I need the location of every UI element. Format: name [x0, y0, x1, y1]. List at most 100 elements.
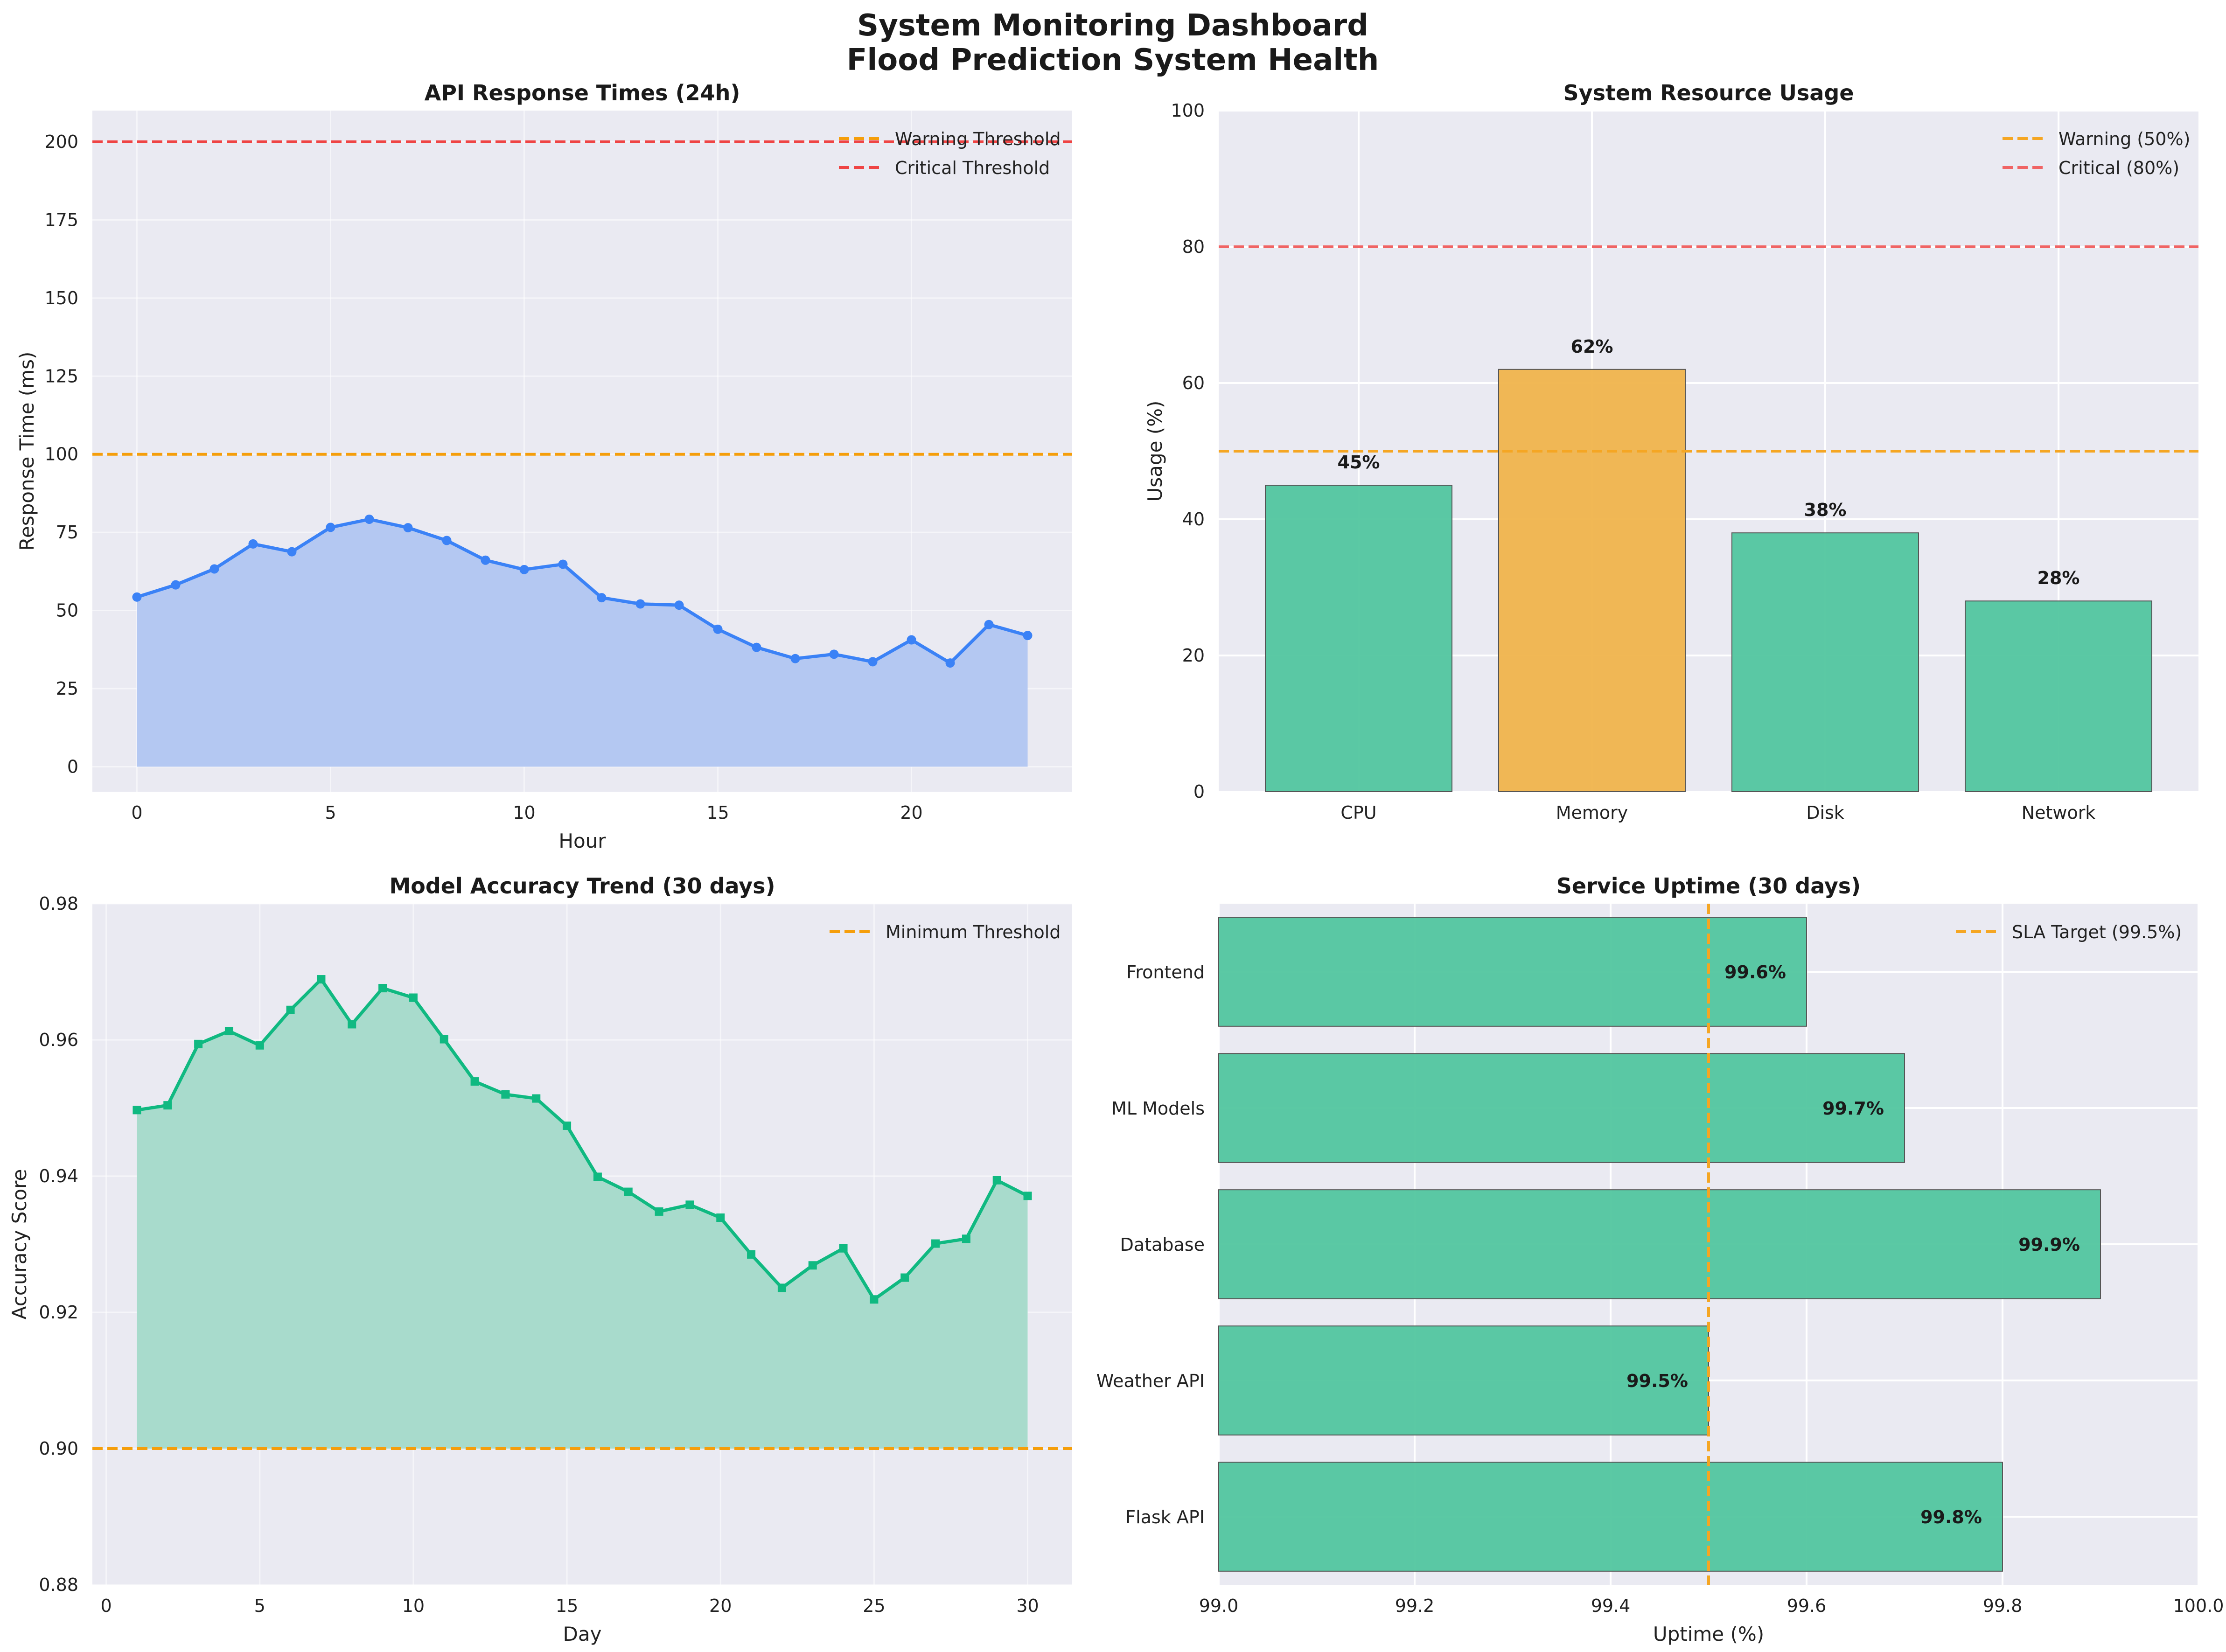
accuracy-area-fill: [137, 979, 1028, 1449]
accuracy-point-day-6: [286, 1005, 295, 1014]
accuracy-point-day-27: [931, 1239, 940, 1248]
legend-label-0: Warning Threshold: [895, 129, 1061, 149]
response-point-hour-16: [752, 642, 761, 652]
y-tick-label: 0: [1193, 781, 1205, 802]
response-area-fill: [137, 519, 1028, 767]
response-point-hour-17: [790, 654, 800, 663]
accuracy-point-day-13: [501, 1090, 510, 1099]
bar-memory: [1498, 369, 1686, 792]
response-point-hour-6: [364, 515, 374, 524]
response-point-hour-3: [248, 539, 258, 549]
y-axis-label: Response Time (ms): [15, 352, 38, 551]
response-point-hour-20: [907, 635, 916, 645]
figure-title-line1: System Monitoring Dashboard: [857, 8, 1368, 43]
response-point-hour-2: [209, 564, 219, 574]
api-response-panel: API Response Times (24h)0255075100125150…: [15, 80, 1072, 852]
y-tick-label: 200: [44, 132, 78, 152]
uptime-value-label-flask-api: 99.8%: [1920, 1507, 1982, 1527]
response-point-hour-23: [1023, 631, 1033, 641]
response-point-hour-14: [674, 600, 684, 610]
x-axis-label: Day: [563, 1623, 602, 1645]
bar-value-label-cpu: 45%: [1338, 452, 1380, 473]
panel-title: Service Uptime (30 days): [1556, 873, 1861, 899]
response-point-hour-9: [481, 555, 490, 565]
panel-title: API Response Times (24h): [425, 80, 740, 105]
legend-label-1: Critical (80%): [2059, 158, 2179, 178]
response-point-hour-13: [635, 599, 645, 609]
accuracy-point-day-11: [440, 1035, 448, 1044]
service-uptime-panel: Service Uptime (30 days) 99.0 99.2 99.4 99.6…: [1096, 873, 2224, 1645]
response-point-hour-21: [945, 658, 955, 668]
response-point-hour-22: [984, 620, 994, 629]
y-axis-label: Accuracy Score: [8, 1169, 31, 1320]
y-tick-label: 0.90: [39, 1438, 78, 1459]
uptime-value-label-weather-api: 99.5%: [1626, 1371, 1688, 1391]
category-label-disk: Disk: [1806, 802, 1844, 823]
x-tick-label: 99.4: [1591, 1596, 1631, 1616]
accuracy-point-day-25: [870, 1295, 879, 1304]
response-point-hour-10: [519, 565, 529, 574]
response-point-hour-5: [326, 523, 335, 532]
response-point-hour-8: [442, 536, 452, 545]
category-label-database: Database: [1120, 1234, 1205, 1255]
accuracy-point-day-20: [716, 1213, 725, 1222]
bar-network: [1965, 600, 2152, 792]
bar-value-label-disk: 38%: [1804, 500, 1847, 520]
y-tick-label: 100: [1171, 100, 1205, 121]
accuracy-point-day-2: [163, 1101, 172, 1110]
accuracy-point-day-9: [378, 984, 387, 993]
bar-value-label-memory: 62%: [1571, 336, 1613, 357]
y-tick-label: 20: [1182, 645, 1205, 666]
y-tick-label: 80: [1182, 237, 1205, 257]
legend-label-0: Warning (50%): [2059, 129, 2190, 149]
x-tick-label: 15: [706, 802, 729, 823]
x-tick-label: 10: [402, 1596, 425, 1616]
x-tick-label: 10: [513, 802, 535, 823]
response-point-hour-1: [171, 580, 181, 590]
y-tick-label: 0.98: [39, 893, 78, 914]
accuracy-point-day-21: [747, 1250, 756, 1259]
uptime-value-label-database: 99.9%: [2018, 1234, 2080, 1255]
response-point-hour-0: [132, 592, 142, 602]
category-label-network: Network: [2022, 802, 2096, 823]
legend-label-0: Minimum Threshold: [886, 922, 1061, 942]
uptime-bar-frontend: [1218, 917, 1807, 1027]
x-tick-label: 20: [900, 802, 922, 823]
accuracy-point-day-17: [624, 1187, 633, 1196]
accuracy-point-day-24: [839, 1244, 848, 1253]
accuracy-point-day-7: [317, 975, 326, 984]
accuracy-point-day-12: [470, 1077, 479, 1086]
x-axis-label: Hour: [558, 829, 606, 852]
x-tick-label: 0: [131, 802, 142, 823]
y-tick-label: 0: [67, 756, 78, 777]
resource-usage-panel: System Resource Usage 0 20 40 60 80 100 45% CPU 6…: [1144, 80, 2198, 823]
bar-disk: [1731, 532, 1919, 792]
category-label-weather-api: Weather API: [1096, 1371, 1205, 1391]
uptime-bar-flask-api: [1218, 1462, 2003, 1572]
model-accuracy-panel: Model Accuracy Trend (30 days) 0.88 0.90 0.…: [8, 873, 1072, 1645]
response-point-hour-19: [868, 657, 878, 667]
bar-value-label-network: 28%: [2038, 568, 2080, 588]
x-tick-label: 99.6: [1787, 1596, 1827, 1616]
y-tick-label: 50: [56, 600, 78, 621]
response-point-hour-12: [597, 593, 607, 603]
bar-cpu: [1265, 485, 1452, 792]
category-label-cpu: CPU: [1340, 802, 1376, 823]
y-tick-label: 40: [1182, 509, 1205, 530]
uptime-bar-weather-api: [1218, 1325, 1709, 1436]
uptime-value-label-ml-models: 99.7%: [1822, 1098, 1884, 1119]
accuracy-point-day-29: [992, 1176, 1001, 1185]
x-tick-label: 25: [863, 1596, 885, 1616]
accuracy-point-day-1: [133, 1106, 141, 1115]
legend-label-0: SLA Target (99.5%): [2012, 922, 2182, 942]
y-tick-label: 60: [1182, 373, 1205, 393]
y-tick-label: 0.96: [39, 1030, 78, 1050]
y-tick-label: 0.88: [39, 1575, 78, 1595]
x-tick-label: 100.0: [2173, 1596, 2224, 1616]
category-label-memory: Memory: [1556, 802, 1628, 823]
uptime-bar-database: [1218, 1189, 2101, 1299]
panel-title: Model Accuracy Trend (30 days): [389, 873, 775, 899]
accuracy-point-day-18: [655, 1207, 663, 1216]
y-tick-label: 25: [56, 678, 78, 699]
